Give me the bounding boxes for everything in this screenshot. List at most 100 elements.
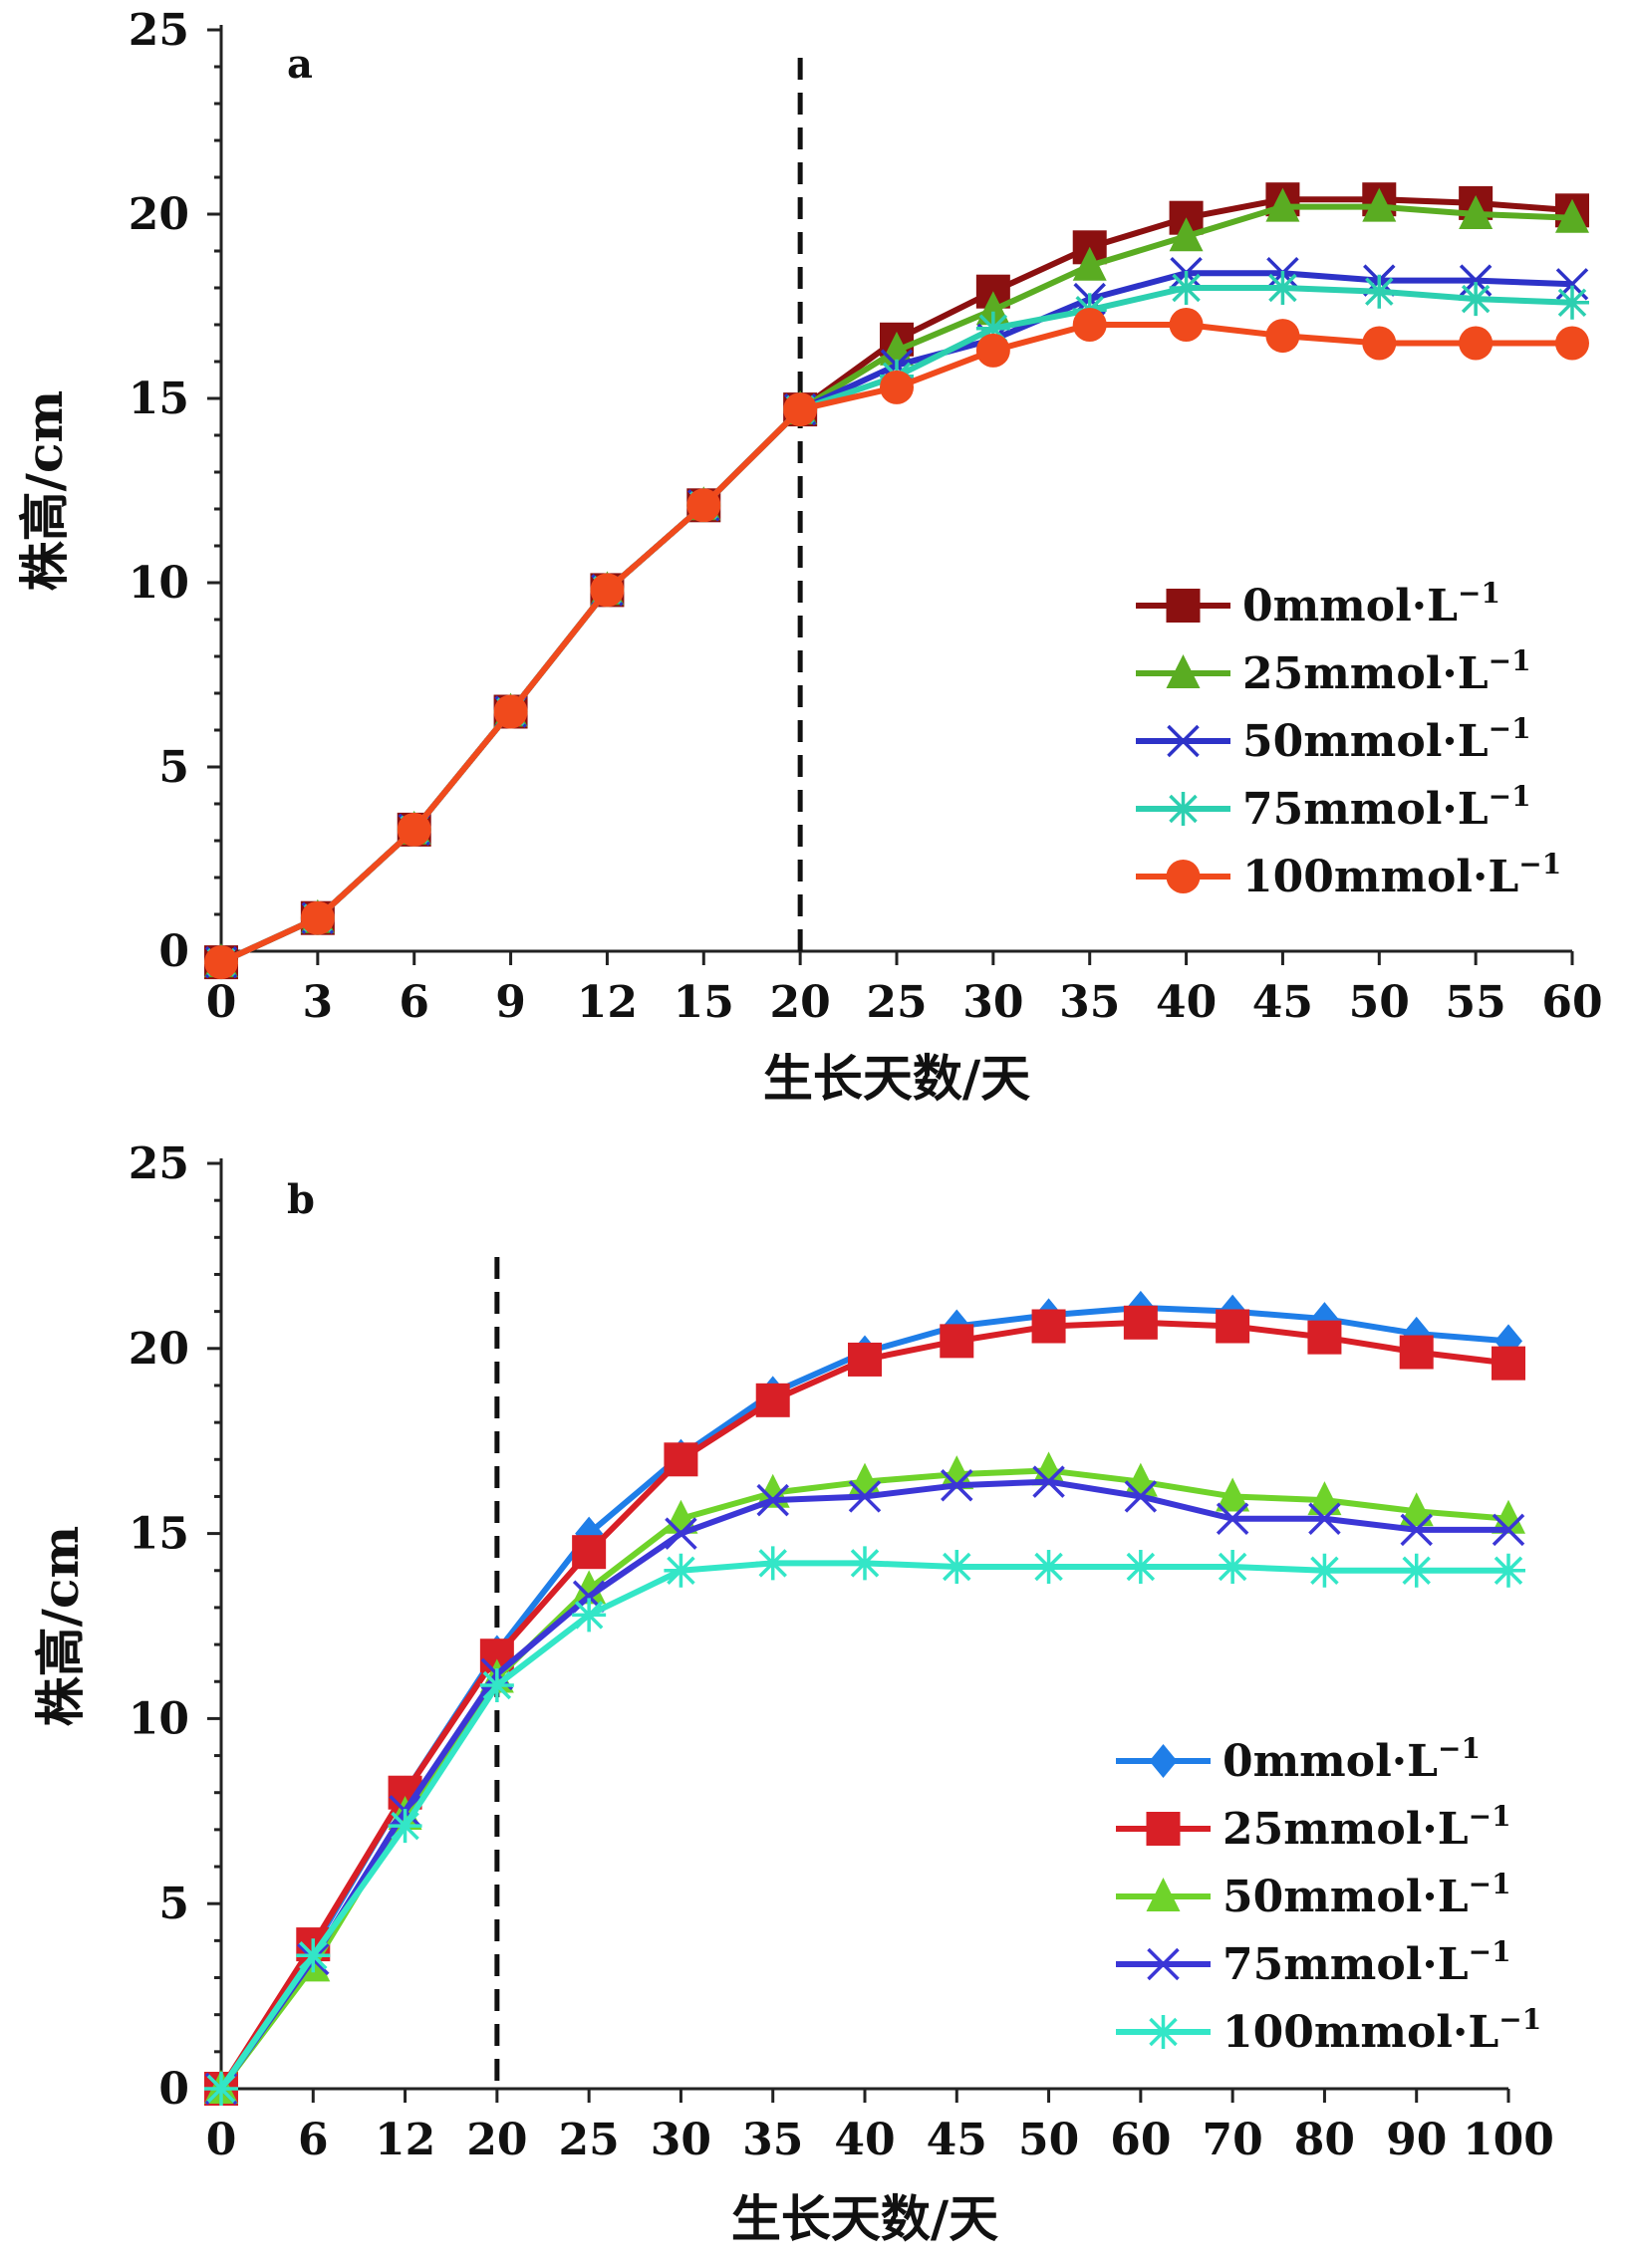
y-tick-label: 25 bbox=[129, 1138, 189, 1189]
y-tick-label: 10 bbox=[129, 1693, 189, 1744]
legend-label: 0mmol·L−1 bbox=[1223, 1732, 1481, 1787]
x-tick-label: 35 bbox=[742, 2115, 803, 2165]
data-point bbox=[940, 1324, 974, 1359]
data-point bbox=[664, 1442, 698, 1477]
x-tick-label: 12 bbox=[375, 2115, 435, 2165]
data-point bbox=[664, 1553, 698, 1588]
data-point bbox=[1265, 271, 1300, 305]
y-tick-label: 0 bbox=[158, 926, 189, 977]
data-point bbox=[1169, 271, 1204, 305]
series-100mmolL bbox=[204, 308, 1589, 980]
data-point bbox=[1459, 326, 1494, 361]
y-axis-label: 株高/cm bbox=[31, 1526, 90, 1727]
x-tick-label: 60 bbox=[1541, 977, 1602, 1028]
data-point bbox=[1124, 1480, 1158, 1513]
legend-swatch-marker bbox=[1146, 1812, 1181, 1846]
data-point bbox=[940, 1455, 974, 1490]
legend-label: 50mmol·L−1 bbox=[1223, 1868, 1511, 1922]
data-point bbox=[1362, 274, 1397, 309]
x-tick-label: 6 bbox=[399, 977, 429, 1028]
x-tick-label: 30 bbox=[962, 977, 1023, 1028]
data-point bbox=[572, 1535, 607, 1570]
data-point bbox=[397, 812, 431, 847]
legend-label: 75mmol·L−1 bbox=[1223, 1935, 1511, 1990]
data-point bbox=[1399, 1335, 1434, 1370]
x-tick-label: 0 bbox=[206, 2115, 237, 2165]
data-point bbox=[1459, 282, 1494, 317]
y-tick-label: 25 bbox=[129, 5, 189, 56]
series-100mmolL bbox=[204, 1546, 1525, 2106]
data-point bbox=[572, 1570, 607, 1605]
y-tick-label: 10 bbox=[129, 558, 189, 609]
data-point bbox=[880, 370, 914, 404]
data-point bbox=[1492, 1553, 1525, 1588]
x-tick-label: 25 bbox=[866, 977, 927, 1028]
data-point bbox=[479, 1667, 514, 1702]
y-tick-label: 0 bbox=[158, 2064, 189, 2115]
x-tick-label: 25 bbox=[559, 2115, 620, 2165]
data-point bbox=[975, 311, 1010, 346]
x-tick-label: 40 bbox=[1156, 977, 1217, 1028]
data-point bbox=[1123, 1550, 1158, 1585]
x-tick-label: 50 bbox=[1018, 2115, 1079, 2165]
data-point bbox=[665, 1517, 697, 1550]
data-point bbox=[755, 1546, 790, 1581]
panel-label: a bbox=[287, 41, 313, 88]
panel-label: b bbox=[287, 1176, 315, 1223]
data-point bbox=[783, 392, 818, 427]
x-tick-label: 20 bbox=[770, 977, 831, 1028]
legend-swatch-marker bbox=[1146, 1878, 1181, 1911]
data-point bbox=[686, 488, 721, 523]
data-point bbox=[848, 1342, 882, 1377]
data-point bbox=[1307, 1553, 1342, 1588]
x-tick-label: 6 bbox=[298, 2115, 329, 2165]
x-tick-label: 60 bbox=[1110, 2115, 1171, 2165]
data-point bbox=[1307, 1481, 1342, 1516]
data-point bbox=[572, 1598, 607, 1633]
legend-swatch-marker bbox=[1167, 724, 1200, 758]
data-point bbox=[941, 1469, 973, 1502]
data-point bbox=[1555, 198, 1589, 233]
data-point bbox=[755, 1383, 790, 1417]
x-tick-label: 100 bbox=[1463, 2115, 1554, 2165]
x-tick-label: 45 bbox=[1252, 977, 1313, 1028]
x-tick-label: 9 bbox=[495, 977, 526, 1028]
data-point bbox=[975, 291, 1010, 326]
x-axis-label: 生长天数/天 bbox=[731, 2189, 998, 2248]
x-tick-label: 35 bbox=[1059, 977, 1120, 1028]
data-point bbox=[1169, 308, 1204, 342]
x-axis-label: 生长天数/天 bbox=[763, 1049, 1030, 1108]
data-point bbox=[296, 1938, 331, 1973]
data-point bbox=[1492, 1513, 1525, 1547]
y-tick-label: 5 bbox=[158, 1879, 189, 1929]
x-tick-label: 50 bbox=[1349, 977, 1410, 1028]
legend-label: 25mmol·L−1 bbox=[1242, 644, 1531, 699]
x-tick-label: 12 bbox=[577, 977, 638, 1028]
data-point bbox=[1362, 326, 1397, 361]
data-point bbox=[1555, 326, 1589, 361]
data-point bbox=[1265, 187, 1300, 222]
data-point bbox=[1072, 246, 1107, 281]
x-tick-label: 30 bbox=[651, 2115, 711, 2165]
legend-swatch-marker bbox=[1149, 1744, 1178, 1778]
legend-swatch-marker bbox=[1147, 1947, 1180, 1981]
data-point bbox=[388, 1809, 422, 1844]
y-axis-label: 株高/cm bbox=[15, 390, 74, 592]
data-point bbox=[975, 333, 1010, 368]
x-tick-label: 80 bbox=[1294, 2115, 1355, 2165]
data-point bbox=[1362, 187, 1397, 222]
data-point bbox=[1123, 1305, 1158, 1340]
data-point bbox=[1031, 1550, 1066, 1585]
data-point bbox=[1216, 1309, 1250, 1344]
x-tick-label: 20 bbox=[466, 2115, 527, 2165]
data-point bbox=[1459, 195, 1494, 229]
x-tick-label: 0 bbox=[206, 977, 237, 1028]
data-point bbox=[1492, 1346, 1525, 1381]
chart-panel-a: 0 5 10 15 20 25 0 3 6 9 12 15 20 25 30 35 40 45 50 55 60 生长天数… bbox=[15, 5, 1603, 1108]
data-point bbox=[1216, 1502, 1249, 1535]
legend-label: 100mmol·L−1 bbox=[1223, 2003, 1541, 2058]
x-tick-label: 55 bbox=[1446, 977, 1506, 1028]
legend-swatch-marker bbox=[1166, 589, 1201, 623]
data-point bbox=[1216, 1477, 1250, 1512]
